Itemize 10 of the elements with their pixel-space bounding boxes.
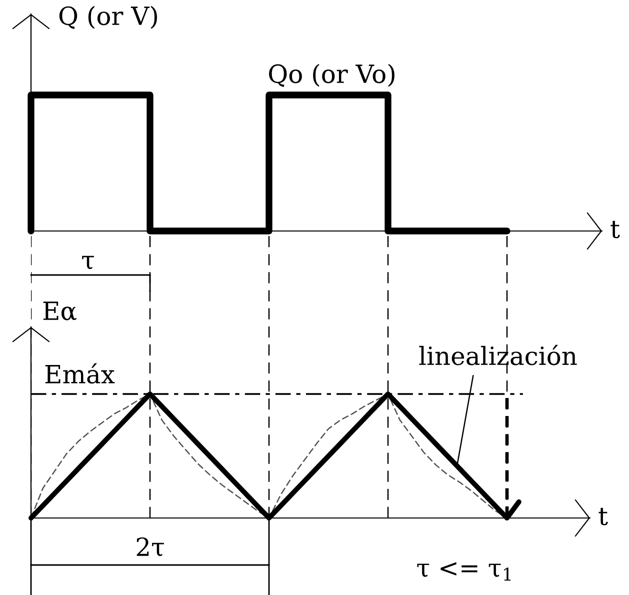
- annotation: Qo (or Vo): [269, 64, 394, 87]
- text: linealización: [419, 344, 577, 366]
- text: 2τ: [136, 537, 164, 556]
- ref-line-label: Emáx: [45, 363, 115, 384]
- y-axis-title: Q (or V): [59, 6, 157, 29]
- y-axis-title: Eα: [43, 302, 76, 320]
- text: τ <= τ$_{1}$: [417, 562, 511, 581]
- x-axis-title: t: [598, 508, 608, 526]
- x-axis-title: t: [610, 220, 620, 238]
- text: τ: [82, 256, 94, 270]
